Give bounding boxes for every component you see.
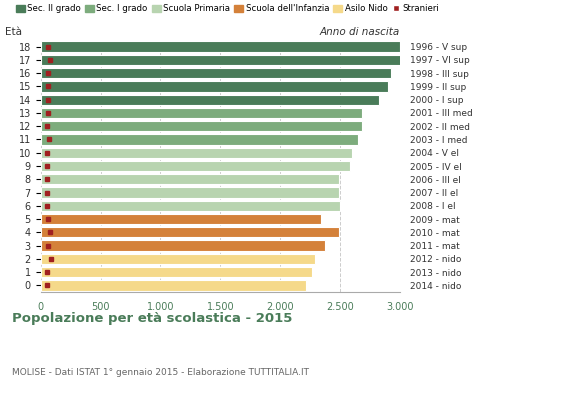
Bar bbox=[41, 148, 352, 158]
Bar bbox=[41, 68, 390, 78]
Text: MOLISE - Dati ISTAT 1° gennaio 2015 - Elaborazione TUTTITALIA.IT: MOLISE - Dati ISTAT 1° gennaio 2015 - El… bbox=[12, 368, 309, 377]
Bar bbox=[41, 280, 306, 290]
Legend: Sec. II grado, Sec. I grado, Scuola Primaria, Scuola dell'Infanzia, Asilo Nido, : Sec. II grado, Sec. I grado, Scuola Prim… bbox=[16, 4, 440, 13]
Text: Anno di nascita: Anno di nascita bbox=[320, 28, 400, 38]
Bar bbox=[41, 214, 321, 224]
Bar bbox=[41, 161, 350, 171]
Bar bbox=[41, 254, 315, 264]
Text: Popolazione per età scolastica - 2015: Popolazione per età scolastica - 2015 bbox=[12, 312, 292, 325]
Bar bbox=[41, 42, 400, 52]
Text: Età: Età bbox=[5, 28, 21, 38]
Bar bbox=[41, 108, 362, 118]
Bar bbox=[41, 187, 339, 198]
Bar bbox=[41, 134, 358, 145]
Bar bbox=[41, 174, 339, 184]
Bar bbox=[41, 201, 340, 211]
Bar bbox=[41, 240, 325, 251]
Bar bbox=[41, 55, 403, 65]
Bar bbox=[41, 81, 388, 92]
Bar bbox=[41, 267, 312, 277]
Bar bbox=[41, 227, 339, 238]
Bar bbox=[41, 121, 362, 131]
Bar bbox=[41, 94, 379, 105]
